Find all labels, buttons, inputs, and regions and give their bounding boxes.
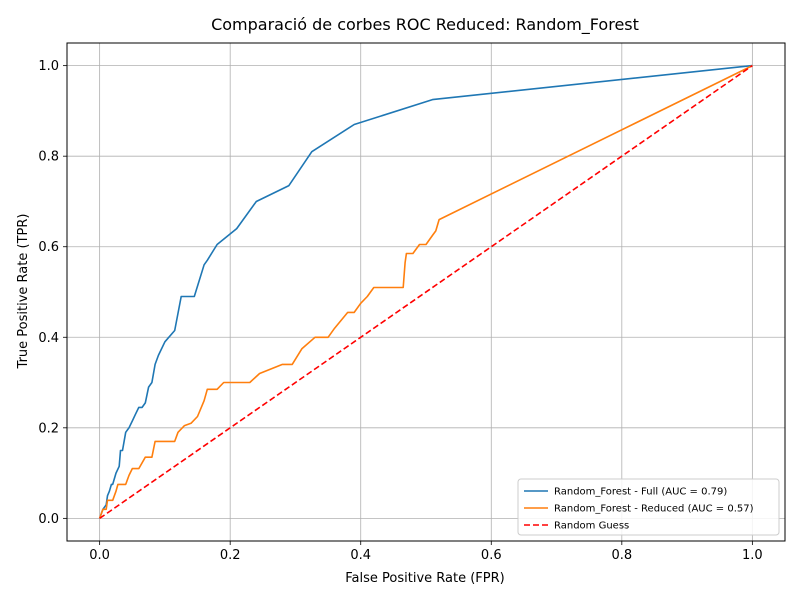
series-line-0	[98, 64, 753, 519]
x-tick-label: 0.2	[220, 548, 241, 563]
series-line-2	[99, 64, 753, 520]
series-lines	[98, 64, 753, 520]
grid-lines	[67, 43, 785, 541]
x-tick-label: 0.0	[89, 548, 110, 563]
y-tick-label: 0.6	[38, 240, 59, 255]
y-axis-ticks: 0.0 0.2 0.4 0.6 0.8 1.0	[38, 59, 67, 527]
legend-box	[517, 478, 780, 536]
chart-title: Comparació de corbes ROC Reduced: Random…	[211, 15, 639, 35]
legend-label-2: Random Guess	[554, 521, 629, 532]
legend-label-0: Random_Forest - Full (AUC = 0.79)	[554, 487, 727, 498]
y-tick-label: 0.8	[38, 150, 59, 165]
y-tick-label: 0.4	[38, 331, 59, 346]
y-tick-label: 0.0	[38, 512, 59, 527]
x-tick-label: 0.8	[611, 548, 632, 563]
y-tick-label: 1.0	[38, 59, 59, 74]
x-tick-label: 0.4	[350, 548, 371, 563]
x-axis-label: False Positive Rate (FPR)	[345, 571, 504, 586]
y-axis-label: True Positive Rate (TPR)	[16, 214, 31, 370]
legend: Random_Forest - Full (AUC = 0.79) Random_…	[517, 478, 780, 536]
x-tick-label: 1.0	[742, 548, 763, 563]
plot-frame	[66, 42, 786, 542]
x-axis-ticks: 0.0 0.2 0.4 0.6 0.8 1.0	[89, 541, 763, 563]
legend-label-1: Random_Forest - Reduced (AUC = 0.57)	[554, 504, 754, 515]
y-tick-label: 0.2	[38, 421, 59, 436]
x-tick-label: 0.6	[481, 548, 502, 563]
series-line-1	[98, 64, 753, 519]
